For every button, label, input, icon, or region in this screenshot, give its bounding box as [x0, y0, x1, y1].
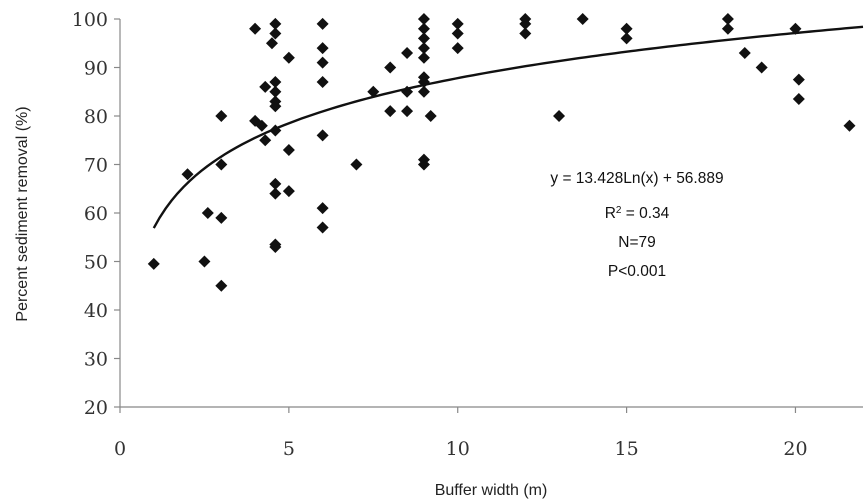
data-point [316, 76, 329, 89]
data-point [269, 27, 282, 40]
data-point [721, 22, 734, 35]
data-point [843, 119, 856, 132]
y-tick-label: 90 [84, 58, 108, 80]
x-tick-label: 5 [283, 438, 295, 460]
data-point [181, 168, 194, 181]
data-point [417, 158, 430, 171]
data-point [451, 17, 464, 30]
data-point [792, 73, 805, 86]
data-point [417, 22, 430, 35]
data-point [417, 85, 430, 98]
data-point [316, 202, 329, 215]
data-point [269, 240, 282, 253]
data-point [215, 158, 228, 171]
r-squared-sup: 2 [616, 205, 622, 216]
data-point [282, 143, 295, 156]
regression-equation: y = 13.428Ln(x) + 56.889 [550, 170, 723, 187]
data-point [417, 13, 430, 25]
data-point [451, 27, 464, 40]
x-tick-label: 0 [114, 438, 126, 460]
data-point [259, 80, 272, 93]
data-point [417, 32, 430, 45]
data-point [255, 119, 268, 132]
data-point [249, 22, 262, 35]
x-tick-label: 10 [446, 438, 470, 460]
data-point [553, 110, 566, 122]
data-point [417, 42, 430, 55]
data-point [401, 105, 414, 118]
data-point [519, 17, 532, 30]
r-squared-value: = 0.34 [621, 205, 669, 222]
data-point [215, 211, 228, 224]
data-point [316, 56, 329, 69]
data-point [259, 134, 272, 147]
x-tick-label: 20 [783, 438, 807, 460]
data-point [215, 279, 228, 292]
data-point [269, 187, 282, 200]
data-point [269, 100, 282, 113]
data-point [620, 32, 633, 45]
data-point [316, 42, 329, 55]
data-point [316, 129, 329, 142]
y-tick-label: 50 [84, 252, 108, 274]
data-point [792, 93, 805, 106]
data-point [201, 207, 214, 219]
data-point [721, 13, 734, 25]
data-point [316, 17, 329, 30]
data-point [738, 46, 751, 59]
data-point [269, 76, 282, 89]
p-value: P<0.001 [608, 263, 666, 280]
data-point [620, 22, 633, 35]
data-point [384, 105, 397, 118]
data-point [350, 158, 363, 171]
y-tick-label: 30 [84, 349, 108, 371]
tick-group: 20 30 40 50 60 70 80 90 100 0 5 10 15 20 [72, 9, 808, 460]
r-squared: R2 = 0.34 [605, 205, 670, 223]
y-axis-title: Percent sediment removal (%) [14, 106, 31, 321]
trend-line [152, 25, 864, 229]
y-tick-label: 40 [84, 300, 108, 322]
y-tick-label: 20 [84, 397, 108, 419]
r-squared-prefix: R [605, 205, 616, 222]
data-point [269, 177, 282, 190]
data-point [367, 85, 380, 98]
data-point [198, 255, 211, 268]
y-tick-label: 100 [72, 9, 108, 31]
data-point [265, 37, 278, 50]
x-tick-label: 15 [614, 438, 638, 460]
data-point [424, 110, 437, 122]
sample-size: N=79 [618, 234, 656, 251]
data-point [282, 185, 295, 198]
data-point [384, 61, 397, 74]
data-point [755, 61, 768, 74]
data-point [417, 51, 430, 64]
axes [119, 19, 863, 408]
data-point [401, 46, 414, 59]
data-point [451, 42, 464, 55]
regression-annotation: y = 13.428Ln(x) + 56.889 R2 = 0.34 N=79 … [550, 170, 723, 280]
data-point [576, 13, 589, 25]
data-point [316, 221, 329, 234]
data-point [282, 51, 295, 64]
data-point [519, 27, 532, 40]
data-point [147, 257, 160, 270]
x-axis-title: Buffer width (m) [435, 482, 548, 499]
y-tick-label: 60 [84, 203, 108, 225]
data-point [215, 110, 228, 122]
data-point [269, 17, 282, 30]
data-point [269, 85, 282, 98]
y-tick-label: 70 [84, 155, 108, 177]
y-tick-label: 80 [84, 106, 108, 128]
data-points [147, 13, 856, 292]
